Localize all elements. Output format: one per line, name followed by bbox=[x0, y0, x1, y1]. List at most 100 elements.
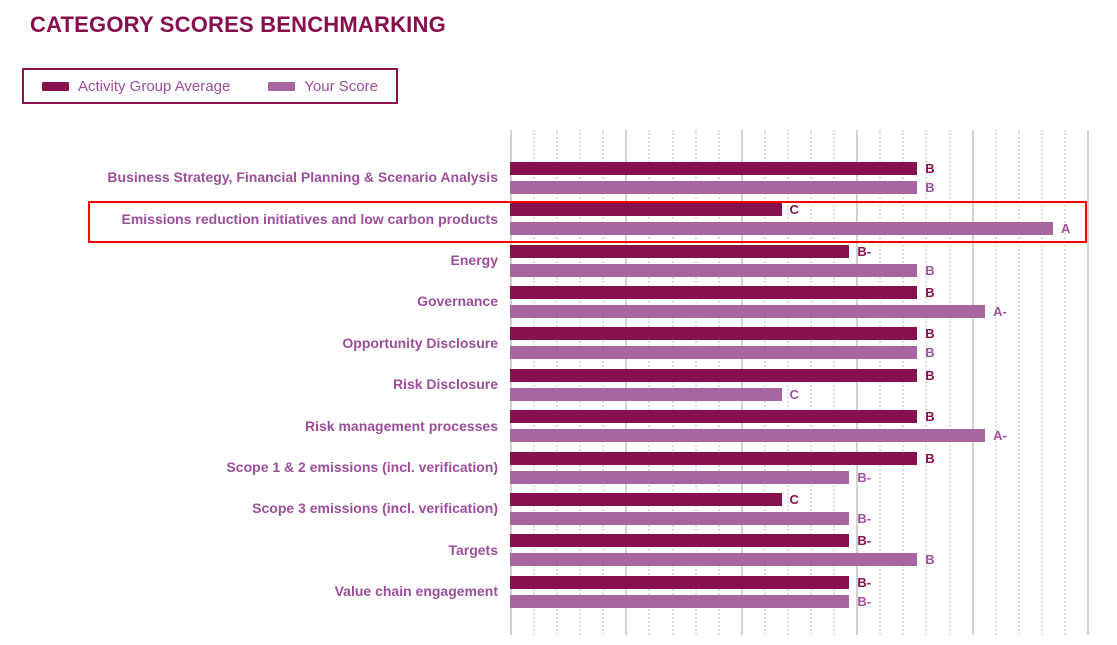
category-label: Scope 3 emissions (incl. verification) bbox=[252, 500, 498, 517]
grade-label: B- bbox=[857, 574, 872, 590]
grade-label: B bbox=[925, 284, 935, 300]
grade-label: B bbox=[925, 179, 935, 195]
bar-line: A- bbox=[510, 303, 1087, 319]
bar-line: B bbox=[510, 409, 1087, 425]
bar-average bbox=[510, 244, 850, 258]
minor-gridline bbox=[533, 130, 536, 635]
category-row: Risk management processes B A- bbox=[0, 405, 1087, 447]
bar-line: C bbox=[510, 203, 1087, 217]
grade-label: B bbox=[925, 409, 935, 425]
bar-line: B bbox=[510, 284, 1087, 300]
grade-label: B- bbox=[857, 533, 872, 549]
minor-gridline bbox=[671, 130, 674, 635]
bar-line: B- bbox=[510, 510, 1087, 526]
major-gridline bbox=[510, 130, 512, 635]
average-series-swatch-icon bbox=[42, 81, 69, 91]
category-row: Energy B- B bbox=[0, 240, 1087, 282]
grade-label: A- bbox=[993, 303, 1007, 319]
category-label: Scope 1 & 2 emissions (incl. verificatio… bbox=[226, 459, 498, 475]
bar-average bbox=[510, 161, 918, 175]
minor-gridline bbox=[925, 130, 928, 635]
minor-gridline bbox=[833, 130, 836, 635]
grade-label: B bbox=[925, 262, 935, 278]
category-row: Risk Disclosure B C bbox=[0, 364, 1087, 406]
minor-gridline bbox=[579, 130, 582, 635]
bar-your-score bbox=[510, 470, 850, 484]
grade-label: A- bbox=[993, 428, 1007, 444]
category-row: Value chain engagement B- B- bbox=[0, 571, 1087, 613]
bar-group: B B- bbox=[510, 450, 1087, 485]
bar-your-score bbox=[510, 346, 918, 360]
category-rows: Business Strategy, Financial Planning & … bbox=[0, 130, 1087, 635]
minor-gridline bbox=[902, 130, 905, 635]
major-gridline bbox=[625, 130, 628, 635]
category-label: Opportunity Disclosure bbox=[342, 334, 498, 351]
legend-label-average: Activity Group Average bbox=[78, 77, 231, 95]
category-label: Energy bbox=[450, 252, 498, 268]
minor-gridline bbox=[648, 130, 651, 635]
category-row: Business Strategy, Financial Planning & … bbox=[0, 157, 1087, 199]
category-label: Business Strategy, Financial Planning & … bbox=[107, 169, 498, 186]
bar-line: B bbox=[510, 326, 1087, 342]
major-gridline bbox=[856, 130, 859, 635]
grade-label: B- bbox=[857, 510, 872, 526]
bar-average bbox=[510, 410, 918, 424]
bar-line: C bbox=[510, 492, 1087, 506]
bar-line: B bbox=[510, 161, 1087, 175]
bar-average bbox=[510, 368, 918, 382]
bar-group: B- B- bbox=[510, 574, 1087, 608]
minor-gridline bbox=[810, 130, 813, 635]
grade-label: B- bbox=[857, 469, 872, 485]
bar-line: C bbox=[510, 386, 1087, 402]
minor-gridline bbox=[1040, 130, 1043, 635]
page-title: CATEGORY SCORES BENCHMARKING bbox=[30, 12, 446, 37]
legend: Activity Group Average Your Score bbox=[22, 68, 398, 104]
bar-average bbox=[510, 203, 782, 217]
category-label: Value chain engagement bbox=[334, 583, 498, 600]
legend-item-your-score: Your Score bbox=[268, 78, 378, 95]
bar-line: A- bbox=[510, 428, 1087, 444]
minor-gridline bbox=[602, 130, 605, 635]
category-label: Targets bbox=[448, 541, 498, 558]
plot-area bbox=[510, 130, 1089, 635]
minor-gridline bbox=[879, 130, 882, 635]
category-row: Governance B A- bbox=[0, 281, 1087, 323]
bar-average bbox=[510, 534, 850, 548]
bar-average bbox=[510, 327, 918, 341]
grade-label: B bbox=[925, 326, 935, 342]
major-gridline bbox=[971, 130, 974, 635]
category-row: Scope 1 & 2 emissions (incl. verificatio… bbox=[0, 447, 1087, 489]
bar-line: B- bbox=[510, 594, 1087, 608]
grade-label: C bbox=[789, 386, 799, 402]
bar-line: B bbox=[510, 367, 1087, 383]
minor-gridline bbox=[1063, 130, 1066, 635]
category-row: Scope 3 emissions (incl. verification) C B… bbox=[0, 488, 1087, 530]
minor-gridline bbox=[694, 130, 697, 635]
grade-label: B bbox=[925, 450, 935, 466]
bar-line: B bbox=[510, 346, 1087, 360]
minor-gridline bbox=[994, 130, 997, 635]
grade-label: A bbox=[1061, 221, 1071, 237]
bar-line: B- bbox=[510, 469, 1087, 485]
bar-your-score bbox=[510, 511, 850, 525]
minor-gridline bbox=[1017, 130, 1020, 635]
grade-label: B bbox=[925, 367, 935, 383]
legend-label-your-score: Your Score bbox=[304, 77, 378, 95]
category-row: Opportunity Disclosure B B bbox=[0, 322, 1087, 364]
bar-your-score bbox=[510, 304, 986, 318]
legend-item-average: Activity Group Average bbox=[42, 78, 230, 95]
category-label: Risk Disclosure bbox=[392, 376, 498, 393]
bar-your-score bbox=[510, 263, 918, 277]
minor-gridline bbox=[786, 130, 789, 635]
minor-gridline bbox=[948, 130, 951, 635]
bar-group: B- B bbox=[510, 243, 1087, 278]
grade-label: B- bbox=[857, 243, 872, 259]
bar-your-score bbox=[510, 429, 986, 443]
bar-group: B A- bbox=[510, 284, 1087, 319]
bar-line: A bbox=[510, 221, 1087, 237]
bar-average bbox=[510, 492, 782, 506]
minor-gridline bbox=[763, 130, 766, 635]
